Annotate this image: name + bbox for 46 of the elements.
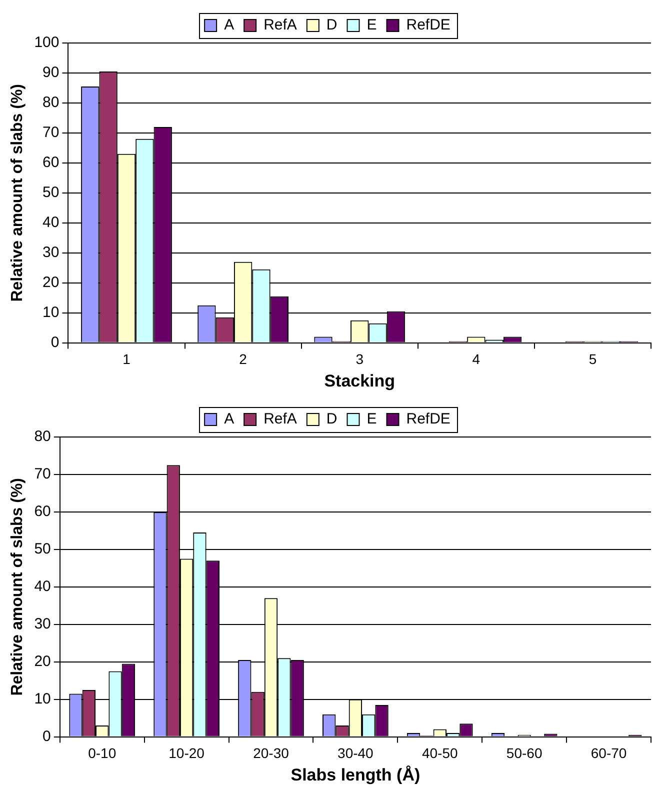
y-axis-title: Relative amount of slabs (%) [9, 478, 26, 696]
legend-label: A [224, 410, 234, 428]
legend-label: RefA [264, 16, 297, 34]
y-tick-label: 0 [50, 334, 60, 351]
y-tick-label: 60 [42, 154, 60, 172]
y-tick-label: 80 [34, 428, 51, 446]
y-tick-label: 30 [34, 616, 51, 633]
y-tick-label: 60 [34, 503, 51, 520]
x-tick-label: 50-60 [506, 745, 542, 762]
legend-label: RefA [264, 410, 297, 428]
y-tick-label: 80 [42, 94, 60, 112]
y-axis-title: Relative amount of slabs (%) [9, 84, 26, 302]
x-tick-label: 0-10 [88, 745, 116, 762]
y-tick-label: 90 [42, 64, 60, 82]
y-tick-label: 20 [42, 274, 60, 291]
x-tick-label: 5 [588, 351, 597, 368]
x-axis-title: Slabs length (Å) [290, 765, 420, 784]
legend-label: A [224, 16, 234, 34]
x-tick-label: 60-70 [590, 745, 627, 762]
legend-label: RefDE [406, 410, 450, 428]
y-tick-label: 20 [34, 652, 51, 670]
x-tick-label: 3 [356, 351, 364, 368]
x-tick-label: 20-30 [253, 745, 290, 762]
y-tick-label: 100 [34, 34, 60, 52]
y-tick-label: 50 [34, 540, 51, 558]
legend-label: RefDE [406, 16, 450, 34]
x-tick-label: 40-50 [422, 745, 458, 762]
y-tick-label: 50 [42, 184, 60, 202]
y-tick-label: 10 [34, 690, 51, 708]
legend-label: D [326, 410, 338, 428]
x-tick-label: 4 [472, 351, 480, 368]
y-tick-label: 0 [42, 728, 51, 745]
legend-label: D [326, 16, 338, 34]
y-tick-label: 40 [42, 214, 60, 232]
y-tick-label: 70 [42, 124, 60, 142]
x-tick-label: 10-20 [168, 745, 205, 762]
x-tick-label: 1 [122, 351, 131, 368]
y-tick-label: 10 [42, 304, 60, 321]
legend-label: E [366, 16, 377, 34]
y-tick-label: 70 [34, 466, 51, 483]
legend-label: E [366, 410, 377, 428]
x-axis-title: Stacking [324, 371, 396, 390]
x-tick-label: 30-40 [338, 745, 374, 762]
y-tick-label: 40 [34, 578, 51, 596]
y-tick-label: 30 [42, 244, 60, 261]
x-tick-label: 2 [239, 351, 248, 368]
